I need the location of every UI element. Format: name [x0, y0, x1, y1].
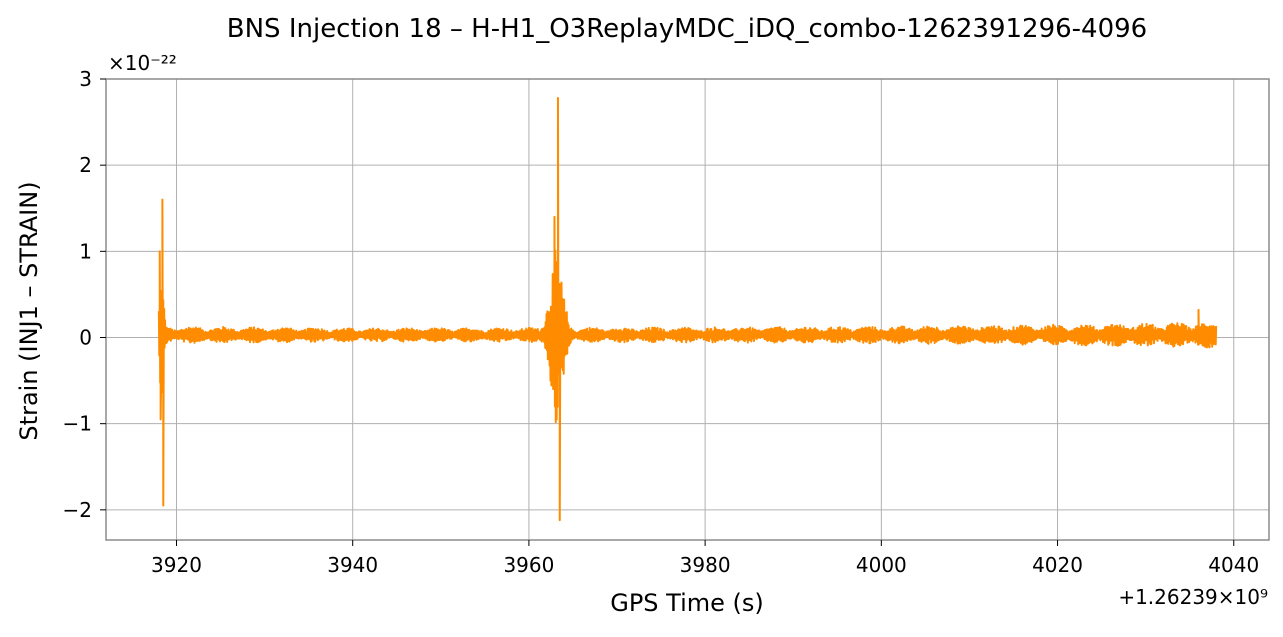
series-point [159, 418, 162, 421]
y-scale-multiplier: ×10⁻²² [108, 51, 177, 75]
series-layer [157, 96, 1218, 522]
x-tick-label: 4000 [856, 553, 907, 577]
y-tick-label: 3 [79, 67, 92, 91]
x-tick-label: 4040 [1208, 553, 1259, 577]
tick-layer: 3920 3940 3960 3980 4000 4020 4040 −2 −1 0 1 2 3 [63, 67, 1260, 577]
x-tick-label: 3960 [503, 553, 554, 577]
series-point [553, 216, 556, 218]
series-point [161, 198, 164, 201]
x-tick-label: 3920 [151, 553, 202, 577]
x-tick-label: 3980 [680, 553, 731, 577]
series-line [157, 96, 1218, 522]
y-tick-label: −2 [63, 498, 92, 522]
series-point [558, 519, 561, 521]
x-tick-label: 4020 [1032, 553, 1083, 577]
grid-layer [106, 78, 1269, 540]
y-tick-label: 0 [79, 326, 92, 350]
y-tick-label: −1 [63, 412, 92, 436]
x-tick-label: 3940 [327, 553, 378, 577]
series-point [158, 250, 161, 253]
x-offset-label: +1.26239×10⁹ [1118, 585, 1268, 609]
plot-frame [105, 78, 1270, 541]
chart-title: BNS Injection 18 – H-H1_O3ReplayMDC_iDQ_… [227, 14, 1147, 44]
y-tick-label: 2 [79, 153, 92, 177]
y-axis-label: Strain (INJ1 – STRAIN) [15, 181, 43, 440]
series-point [162, 504, 165, 507]
x-axis-label: GPS Time (s) [610, 589, 764, 617]
y-tick-label: 1 [79, 239, 92, 263]
series-point [557, 97, 559, 99]
series-point [1197, 309, 1200, 311]
